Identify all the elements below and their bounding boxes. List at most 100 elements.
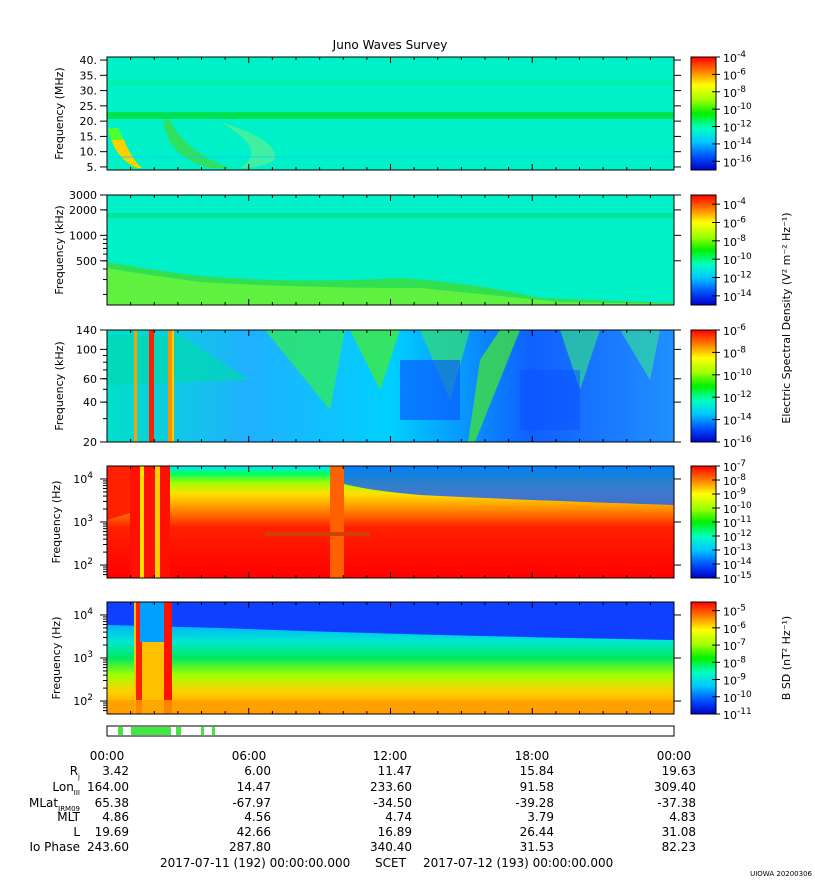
colorbar-tick-label: 10-14	[723, 413, 752, 428]
panel-2-spectrogram	[107, 195, 674, 305]
ephem-row-label: MLatJRM09	[29, 796, 80, 813]
colorbar-tick-label: 10-13	[723, 543, 752, 558]
y-tick-label: 1000	[69, 229, 97, 242]
y-tick-label: 20.	[80, 115, 98, 128]
colorbar-tick-label: 10-6	[723, 216, 746, 231]
colorbar-tick-label: 10-14	[723, 137, 752, 152]
colorbar-tick-label: 10-14	[723, 289, 752, 304]
y-tick-label: 35.	[80, 69, 98, 82]
ephem-value: 82.23	[662, 840, 696, 854]
ephemeris-table: 00:00 06:00 12:00 18:00 00:00 Rj 3.42 6.00 11.47…	[29, 749, 696, 854]
ephem-value: 31.53	[520, 840, 554, 854]
footer-stamp: UIOWA 20200306	[750, 870, 812, 878]
colorbar-tick-label: 10-10	[723, 102, 752, 117]
ephem-value: 16.89	[378, 825, 412, 839]
y-tick-label: 103	[73, 514, 93, 529]
colorbar-tick-label: 10-4	[723, 197, 746, 212]
ephem-row-label: MLT	[57, 810, 80, 824]
ephem-value: 26.44	[520, 825, 554, 839]
ephem-value: 31.08	[662, 825, 696, 839]
colorbar-tick-label: 10-10	[723, 690, 752, 705]
colorbar-tick-label: 10-8	[723, 655, 746, 670]
y-tick-label: 500	[76, 255, 97, 268]
y-tick-label: 104	[73, 471, 93, 486]
ephem-value: 243.60	[87, 840, 129, 854]
y-tick-label: 102	[73, 693, 93, 708]
colorbar-tick-label: 10-9	[723, 487, 746, 502]
colorbar-tick-label: 10-10	[723, 252, 752, 267]
ephem-value: 287.80	[229, 840, 271, 854]
ephem-value: 6.00	[244, 764, 271, 778]
ephem-value: 4.86	[102, 810, 129, 824]
x-tick-label: 06:00	[232, 749, 267, 763]
colorbar-tick-label: 10-12	[723, 120, 752, 135]
ephem-value: 3.42	[102, 764, 129, 778]
y-tick-label: 25.	[80, 100, 98, 113]
ephem-value: 4.74	[385, 810, 412, 824]
colorbar-tick-label: 10-5	[723, 604, 746, 619]
y-tick-label: 20	[83, 436, 97, 449]
y-axis-label: Frequency (kHz)	[53, 205, 66, 294]
colorbar-tick-label: 10-7	[723, 638, 746, 653]
colorbar-tick-label: 10-8	[723, 345, 746, 360]
colorbar-tick-label: 10-12	[723, 271, 752, 286]
y-tick-label: 104	[73, 607, 93, 622]
ephem-value: 65.38	[95, 796, 129, 810]
y-tick-label: 2000	[69, 204, 97, 217]
colorbar-tick-label: 10-16	[723, 435, 752, 450]
colorbar-tick-label: 10-12	[723, 529, 752, 544]
ephem-value: 3.79	[527, 810, 554, 824]
chart-title: Juno Waves Survey	[332, 38, 448, 52]
colorbar-tick-label: 10-8	[723, 473, 746, 488]
ephem-value: 91.58	[520, 780, 554, 794]
colorbar-tick-label: 10-4	[723, 50, 746, 65]
colorbar-tick-label: 10-12	[723, 390, 752, 405]
electric-colorbar-label: Electric Spectral Density (V² m⁻² Hz⁻¹)	[780, 212, 793, 423]
ephem-value: 4.56	[244, 810, 271, 824]
ephem-value: -39.28	[515, 796, 554, 810]
scet-label: SCET	[375, 856, 407, 870]
axes: Frequency (MHz) 40. 35. 30. 25. 20. 15. 10. 5. 10…	[50, 50, 752, 736]
y-axis-label: Frequency (MHz)	[53, 67, 66, 159]
colorbar-tick-label: 10-7	[723, 459, 746, 474]
colorbar-tick-label: 10-9	[723, 673, 746, 688]
ephem-value: 340.40	[370, 840, 412, 854]
colorbar-tick-label: 10-8	[723, 234, 746, 249]
panel-5-spectrogram	[107, 602, 674, 714]
ephem-value: -37.38	[657, 796, 696, 810]
colorbar-tick-label: 10-10	[723, 368, 752, 383]
ephem-row-label: Rj	[70, 764, 80, 781]
colorbar-tick-label: 10-8	[723, 85, 746, 100]
x-tick-label: 12:00	[373, 749, 408, 763]
ephem-value: 19.63	[662, 764, 696, 778]
colorbar-tick-label: 10-6	[723, 67, 746, 82]
y-tick-label: 3000	[69, 189, 97, 202]
y-tick-label: 10.	[80, 146, 98, 159]
date-end: 2017-07-12 (193) 00:00:00.000	[423, 856, 613, 870]
y-tick-label: 40.	[80, 54, 98, 67]
ephem-value: 11.47	[378, 764, 412, 778]
ephem-value: -67.97	[232, 796, 271, 810]
y-axis-label: Frequency (Hz)	[50, 617, 63, 700]
ephem-row-label: Io Phase	[29, 840, 80, 854]
x-tick-label: 00:00	[90, 749, 125, 763]
panel-4-spectrogram	[107, 466, 674, 578]
panel-3-spectrogram	[107, 330, 674, 442]
y-tick-label: 102	[73, 557, 93, 572]
ephem-value: 42.66	[237, 825, 271, 839]
y-tick-label: 100	[76, 343, 97, 356]
y-tick-label: 103	[73, 650, 93, 665]
y-axis-label: Frequency (kHz)	[53, 341, 66, 430]
ephem-value: 309.40	[654, 780, 696, 794]
colorbar-tick-label: 10-14	[723, 557, 752, 572]
colorbar-tick-label: 10-15	[723, 571, 752, 586]
x-tick-label: 18:00	[515, 749, 550, 763]
colorbar-tick-label: 10-11	[723, 515, 752, 530]
ephem-row-label: LonIII	[52, 780, 80, 797]
date-start: 2017-07-11 (192) 00:00:00.000	[160, 856, 350, 870]
ephem-value: 4.83	[669, 810, 696, 824]
colorbar-tick-label: 10-10	[723, 501, 752, 516]
panel-1-spectrogram	[107, 57, 674, 170]
y-tick-label: 60	[83, 373, 97, 386]
